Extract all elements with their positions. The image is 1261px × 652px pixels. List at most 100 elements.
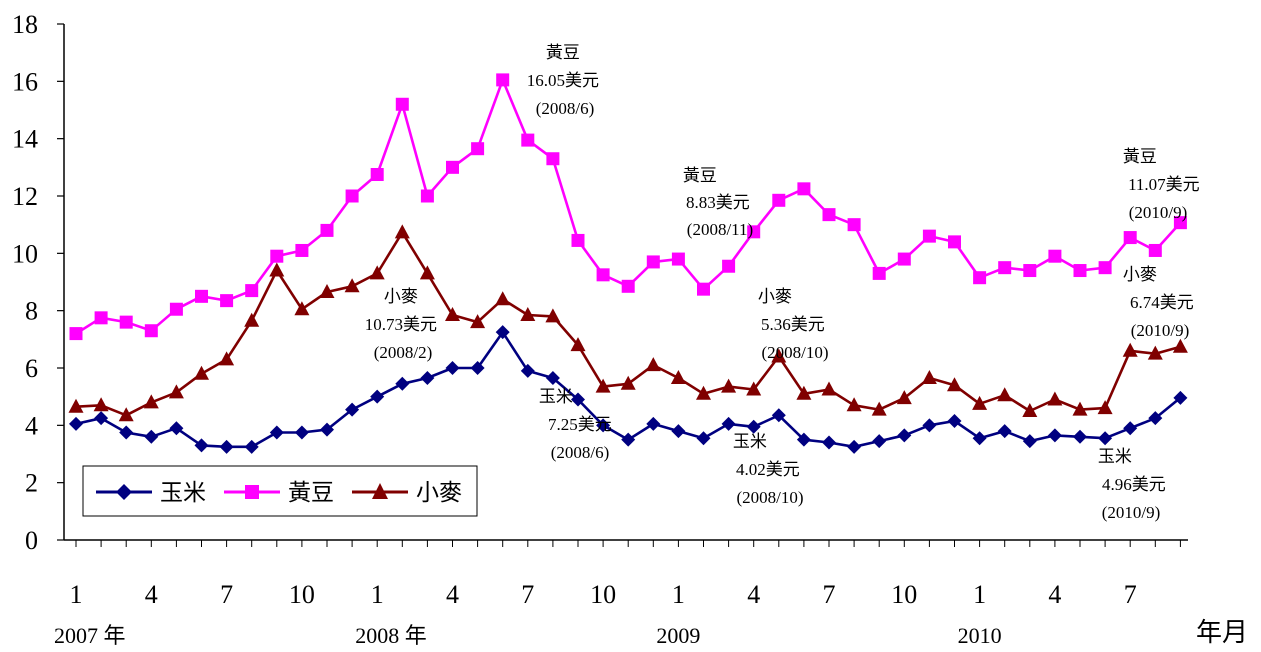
data-point-soy — [973, 271, 987, 285]
data-point-corn — [470, 361, 485, 375]
y-tick-label: 8 — [25, 297, 38, 326]
data-point-wheat — [1097, 400, 1113, 415]
series-layer — [68, 73, 1188, 454]
data-point-soy — [1073, 264, 1087, 278]
x-tick-label: 7 — [1124, 580, 1137, 609]
annotation-soy-low: 黃豆 8.83美元 (2008/11) — [683, 166, 754, 239]
series-wheat — [68, 224, 1188, 422]
data-point-wheat — [721, 378, 737, 393]
data-point-wheat — [118, 407, 134, 422]
data-point-wheat — [595, 378, 611, 393]
data-point-soy — [420, 189, 434, 203]
data-point-soy — [897, 252, 911, 266]
data-point-corn — [771, 408, 786, 423]
data-point-wheat — [244, 312, 260, 327]
annotation-line: 7.25美元 — [548, 415, 612, 434]
data-point-soy — [1123, 231, 1137, 245]
data-point-corn — [997, 424, 1012, 439]
legend-item-wheat: 小麥 — [352, 480, 462, 505]
data-point-soy — [847, 218, 861, 232]
data-point-soy — [270, 249, 284, 263]
data-point-soy — [571, 233, 585, 247]
data-point-wheat — [470, 314, 486, 329]
x-tick-label: 1 — [672, 580, 685, 609]
data-point-soy — [1098, 261, 1112, 275]
data-point-wheat — [997, 387, 1013, 402]
data-point-soy — [697, 282, 710, 296]
legend-item-soy: 黃豆 — [224, 480, 334, 505]
data-point-wheat — [645, 357, 661, 372]
data-point-corn — [972, 431, 987, 446]
data-point-corn — [94, 411, 109, 426]
data-point-soy — [546, 152, 560, 166]
data-point-wheat — [219, 351, 235, 366]
y-tick-label: 16 — [12, 67, 38, 96]
data-point-wheat — [1122, 342, 1138, 357]
data-point-wheat — [1172, 338, 1188, 353]
x-tick-label: 10 — [590, 580, 616, 609]
data-point-soy — [596, 268, 610, 282]
y-tick-label: 10 — [12, 239, 38, 268]
y-tick-label: 0 — [25, 526, 38, 555]
x-axis-title: 年月 — [1196, 618, 1248, 647]
data-point-soy — [295, 243, 309, 257]
data-point-corn — [847, 439, 862, 454]
data-point-corn — [571, 392, 585, 407]
data-point-corn — [671, 424, 686, 439]
data-point-wheat — [947, 377, 962, 392]
data-point-corn — [1047, 428, 1062, 443]
data-point-corn — [872, 434, 887, 449]
data-point-wheat — [168, 384, 184, 399]
data-point-wheat — [495, 291, 511, 306]
data-point-corn — [445, 361, 460, 375]
annotation-soy-peak: 黃豆 16.05美元 (2008/6) — [527, 43, 604, 118]
data-point-corn — [1098, 431, 1113, 446]
data-point-soy — [370, 168, 384, 181]
data-point-corn — [1148, 411, 1163, 426]
series-line-soy — [75, 78, 1182, 335]
annotation-line: (2008/2) — [374, 343, 433, 362]
data-point-wheat — [821, 381, 837, 396]
legend-label-corn: 玉米 — [160, 480, 206, 505]
data-point-wheat — [419, 265, 435, 280]
annotation-wheat-latest: 小麥 6.74美元 (2010/9) — [1123, 265, 1198, 340]
data-point-corn — [294, 425, 309, 440]
data-point-soy — [345, 189, 359, 203]
y-tick-label: 14 — [12, 125, 38, 154]
annotation-line: 16.05美元 — [527, 71, 599, 90]
data-point-corn — [696, 431, 711, 446]
annotation-corn-peak: 玉米 7.25美元 (2008/6) — [539, 387, 616, 462]
data-point-corn — [646, 416, 661, 431]
x-tick-label: 1 — [973, 580, 986, 609]
data-point-soy — [1048, 249, 1062, 263]
data-point-soy — [245, 284, 259, 298]
data-point-wheat — [972, 395, 988, 410]
data-point-wheat — [269, 262, 285, 277]
y-tick-label: 18 — [12, 10, 38, 39]
data-point-soy — [69, 327, 83, 341]
x-tick-label: 4 — [747, 580, 760, 609]
x-tick-label: 7 — [521, 580, 534, 609]
data-point-soy — [747, 225, 761, 239]
data-point-corn — [370, 389, 385, 404]
data-point-soy — [797, 182, 811, 196]
data-point-wheat — [771, 348, 787, 363]
annotation-line: (2010/9) — [1129, 203, 1188, 222]
y-tick-label: 6 — [25, 354, 38, 383]
data-point-corn — [897, 428, 912, 443]
annotation-line: 黃豆 — [683, 166, 717, 185]
data-point-soy — [144, 324, 158, 338]
data-point-soy — [119, 315, 133, 329]
annotation-line: 小麥 — [758, 287, 792, 306]
data-point-corn — [144, 429, 159, 444]
x-tick-label: 1 — [371, 580, 384, 609]
data-point-corn — [69, 416, 83, 431]
annotation-line: 玉米 — [539, 387, 573, 406]
data-point-corn — [596, 418, 611, 433]
x-tick-label: 7 — [823, 580, 836, 609]
annotation-corn-latest: 玉米 4.96美元 (2010/9) — [1098, 447, 1170, 522]
data-point-corn — [219, 439, 234, 454]
annotation-wheat-peak: 小麥 10.73美元 (2008/2) — [365, 287, 442, 362]
data-point-corn — [1073, 429, 1087, 444]
annotation-line: 11.07美元 — [1128, 175, 1200, 194]
